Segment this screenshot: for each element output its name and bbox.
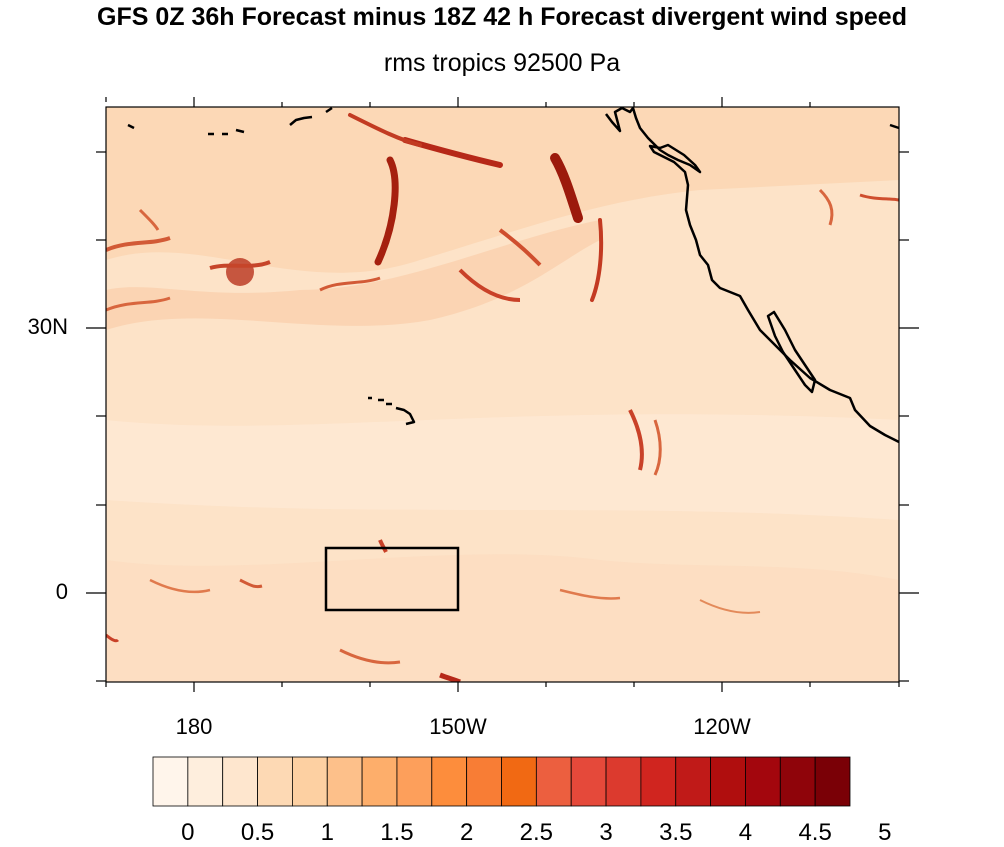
lat-label-30n: 30N xyxy=(27,314,68,339)
coastline xyxy=(127,106,900,444)
colorbar-bin xyxy=(152,756,189,807)
lat-label-0: 0 xyxy=(55,579,68,604)
colorbar-label: 0 xyxy=(181,819,195,846)
colorbar-bin xyxy=(187,756,224,807)
map-title: GFS 0Z 36h Forecast minus 18Z 42 h Forec… xyxy=(97,3,907,31)
axis-ticks xyxy=(86,97,919,692)
colorbar-bin xyxy=(466,756,502,807)
field-streaks xyxy=(106,107,899,682)
colorbar-label: 0.5 xyxy=(240,819,275,846)
colorbar-bin xyxy=(535,756,572,807)
colorbar xyxy=(152,756,851,807)
colorbar-bin xyxy=(222,756,258,807)
colorbar-bin xyxy=(779,756,816,807)
colorbar-label: 4 xyxy=(738,819,753,846)
colorbar-label: 3 xyxy=(599,819,613,846)
colorbar-label: 1 xyxy=(320,819,334,846)
colorbar-label: 2 xyxy=(459,819,474,846)
colorbar-bin xyxy=(745,756,781,807)
colorbar-bin xyxy=(501,756,537,807)
region-box xyxy=(324,546,460,612)
colorbar-label: 3.5 xyxy=(659,819,693,846)
colorbar-bin xyxy=(814,756,851,807)
colorbar-bin xyxy=(710,756,746,807)
map-subtitle: rms tropics 92500 Pa xyxy=(383,49,621,77)
plot-frame xyxy=(105,106,900,683)
colorbar-bin xyxy=(257,756,293,807)
colorbar-bin xyxy=(291,756,328,807)
colorbar-label: 1.5 xyxy=(380,819,414,846)
lon-label-120w: 120W xyxy=(693,714,751,739)
colorbar-bin xyxy=(675,756,711,807)
colorbar-label: 5 xyxy=(878,819,892,846)
colorbar-bin xyxy=(326,756,363,807)
lon-label-180: 180 xyxy=(175,714,213,739)
lon-label-150w: 150W xyxy=(429,714,487,739)
colorbar-bin xyxy=(396,756,433,807)
colorbar-bin xyxy=(640,756,677,807)
colorbar-label: 2.5 xyxy=(519,819,554,846)
colorbar-bin xyxy=(431,756,468,807)
colorbar-label: 4.5 xyxy=(798,819,832,846)
colorbar-bin xyxy=(570,756,607,807)
colorbar-bin xyxy=(361,756,398,807)
colorbar-bin xyxy=(605,756,642,807)
